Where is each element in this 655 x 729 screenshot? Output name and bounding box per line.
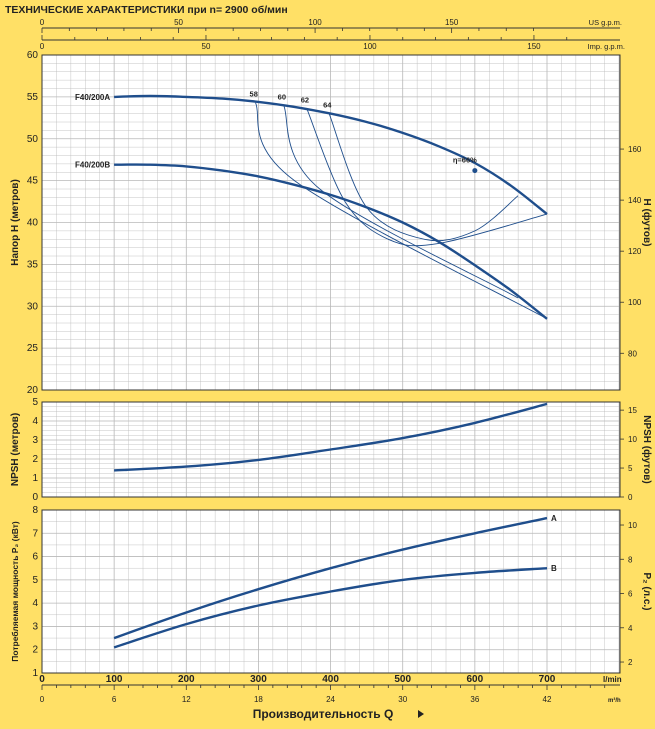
lmin-tick-label: 700 [539,674,556,685]
y2-tick-label: 10 [628,435,637,444]
y2-tick-label: 140 [628,196,642,205]
lmin-axis-label: l/min [603,675,622,684]
y-tick-label: 8 [32,505,38,516]
y-tick-label: 40 [27,218,39,229]
y-tick-label: 3 [32,435,38,446]
y-tick-label: 50 [27,134,39,145]
us-gpm-axis-label: US g.p.m. [589,18,622,27]
us-gpm-tick-label: 50 [174,18,183,27]
lmin-tick-label: 400 [322,674,339,685]
y-tick-label: 30 [27,301,39,312]
y-tick-label: 4 [32,416,38,427]
lmin-tick-label: 500 [394,674,411,685]
y-tick-label: 25 [27,343,39,354]
efficiency-label: 58 [250,90,258,99]
efficiency-curve-58 [255,102,548,320]
y-tick-label: 2 [32,454,38,465]
y2-axis-label: P₂ (л.с.) [641,572,652,610]
y-tick-label: 5 [32,397,38,408]
series-line-F40/200A [114,94,548,216]
x-axis-arrow-icon [418,710,424,718]
m3h-tick-label: 18 [254,695,263,704]
efficiency-curve-62 [306,108,548,247]
imp-gpm-axis-label: Imp. g.p.m. [587,42,625,51]
series-line-B [113,567,548,649]
y2-tick-label: 6 [628,590,633,599]
x-axis-label: Производительность Q [253,707,394,721]
y2-axis-label: NPSH (футов) [641,415,653,484]
m3h-tick-label: 30 [398,695,407,704]
y-tick-label: 55 [27,92,39,103]
efficiency-label: 64 [323,101,332,110]
y-tick-label: 6 [32,552,38,563]
plot-frame-head [41,54,621,391]
y-tick-label: 60 [27,50,39,61]
series-line-F40/200B [114,163,548,320]
chart-title: ТЕХНИЧЕСКИЕ ХАРАКТЕРИСТИКИ при n= 2900 о… [5,4,288,16]
us-gpm-tick-label: 150 [445,18,459,27]
efficiency-marker [472,168,478,174]
y-tick-label: 4 [32,598,38,609]
lmin-tick-label: 300 [250,674,267,685]
lmin-tick-label: 100 [106,674,123,685]
plot-frame-npsh [41,401,621,498]
y2-axis-label: Н (футов) [641,199,653,247]
efficiency-curve-64 [328,113,519,242]
m3h-tick-label: 42 [543,695,552,704]
y-axis-label: Потребляемая мощность P₂ (кВт) [10,521,20,662]
y2-tick-label: 2 [628,658,633,667]
y-tick-label: 1 [32,473,38,484]
y2-tick-label: 120 [628,247,642,256]
lmin-tick-label: 0 [39,674,45,685]
y2-tick-label: 10 [628,521,637,530]
series-line-npsh [114,402,548,472]
lmin-tick-label: 600 [467,674,484,685]
y-tick-label: 0 [32,492,38,503]
y2-tick-label: 0 [628,493,633,502]
imp-gpm-tick-label: 0 [40,42,45,51]
y-tick-label: 3 [32,621,38,632]
m3h-axis-label: m³/h [608,697,621,704]
y-tick-label: 7 [32,528,38,539]
series-line-A [113,516,548,640]
series-label: B [551,564,557,573]
efficiency-curve-60 [283,105,519,299]
y-tick-label: 5 [32,575,38,586]
y-tick-label: 35 [27,259,39,270]
y2-tick-label: 100 [628,298,642,307]
lmin-tick-label: 200 [178,674,195,685]
series-label: A [551,514,557,523]
y-tick-label: 20 [27,385,39,396]
imp-gpm-tick-label: 150 [527,42,541,51]
y2-tick-label: 80 [628,349,637,358]
y2-tick-label: 8 [628,555,633,564]
series-label: F40/200B [75,161,110,170]
y-tick-label: 1 [32,668,38,679]
y-axis-label: Напор Н (метров) [10,179,21,266]
y-axis-label: NPSH (метров) [10,413,21,486]
m3h-tick-label: 24 [326,695,335,704]
y2-tick-label: 160 [628,145,642,154]
y-tick-label: 2 [32,645,38,656]
us-gpm-tick-label: 0 [40,18,45,27]
m3h-tick-label: 12 [182,695,191,704]
us-gpm-tick-label: 100 [308,18,322,27]
series-label: F40/200A [75,93,110,102]
y-tick-label: 45 [27,176,39,187]
efficiency-annotation: η=66% [453,156,477,165]
imp-gpm-tick-label: 50 [202,42,211,51]
y2-tick-label: 4 [628,624,633,633]
m3h-tick-label: 36 [470,695,479,704]
y2-tick-label: 15 [628,406,637,415]
plot-frame-power [41,509,621,674]
imp-gpm-tick-label: 100 [363,42,377,51]
efficiency-label: 62 [301,96,309,105]
m3h-tick-label: 0 [40,695,45,704]
efficiency-label: 60 [278,92,286,101]
m3h-tick-label: 6 [112,695,117,704]
y2-tick-label: 5 [628,464,633,473]
